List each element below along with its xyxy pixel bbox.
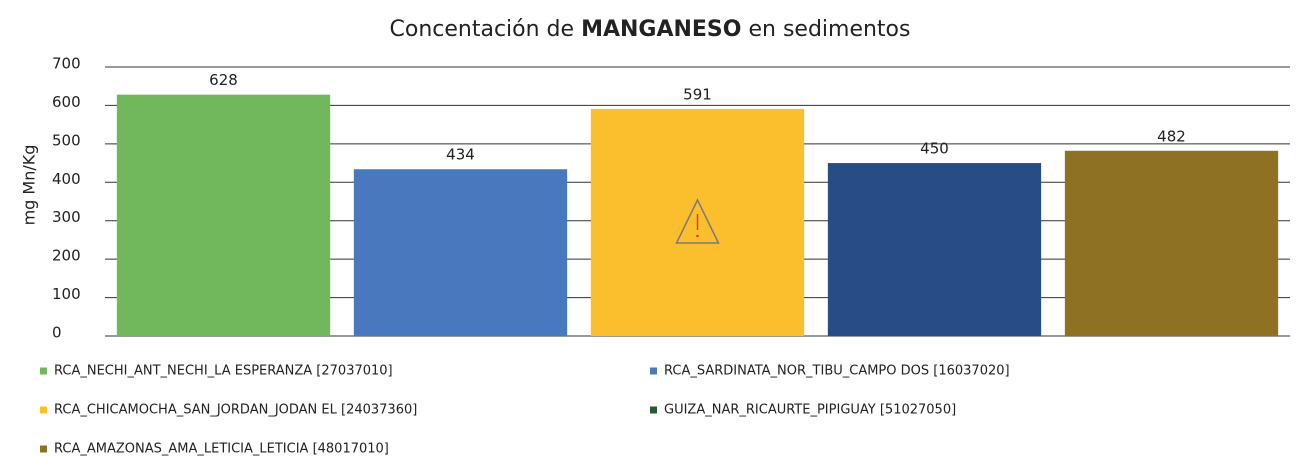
data-label: 450 (920, 140, 949, 158)
y-tick-label: 500 (52, 131, 81, 149)
y-tick-label: 200 (52, 247, 81, 265)
y-tick-label: 400 (52, 170, 81, 188)
legend-swatch (40, 445, 47, 453)
y-axis-label: mg Mn/Kg (20, 145, 39, 226)
legend-label: GUIZA_NAR_RICAURTE_PIPIGUAY [51027050] (664, 403, 956, 418)
legend-swatch (40, 406, 47, 414)
chart-title: Concentación de MANGANESO en sedimentos (390, 17, 911, 42)
legend-label: RCA_CHICAMOCHA_SAN_JORDAN_JODAN EL [2403… (54, 403, 417, 418)
bar (353, 169, 568, 336)
title-part: en sedimentos (748, 17, 910, 42)
legend-swatch (650, 367, 657, 375)
title-part: MANGANESO (581, 17, 741, 42)
warning-icon (675, 198, 720, 244)
data-label: 434 (446, 146, 475, 164)
legend-label: RCA_NECHI_ANT_NECHI_LA ESPERANZA [270370… (54, 364, 393, 379)
legend-swatch (40, 367, 47, 375)
y-tick-label: 0 (52, 324, 62, 342)
data-label: 628 (209, 71, 238, 89)
y-tick-label: 300 (52, 208, 81, 226)
bar (827, 163, 1042, 336)
legend-swatch (650, 406, 657, 414)
bar (1064, 150, 1279, 336)
bar (116, 94, 331, 336)
warning-dot (696, 234, 699, 238)
y-tick-label: 700 (52, 55, 81, 73)
legend-label: RCA_AMAZONAS_AMA_LETICIA_LETICIA [480170… (54, 442, 389, 457)
data-label: 482 (1157, 127, 1186, 145)
data-label: 591 (683, 85, 712, 103)
y-tick-label: 100 (52, 285, 81, 303)
legend-label: RCA_SARDINATA_NOR_TIBU_CAMPO DOS [160370… (664, 364, 1010, 379)
title-part: Concentación de (390, 17, 575, 42)
y-tick-label: 600 (52, 93, 81, 111)
